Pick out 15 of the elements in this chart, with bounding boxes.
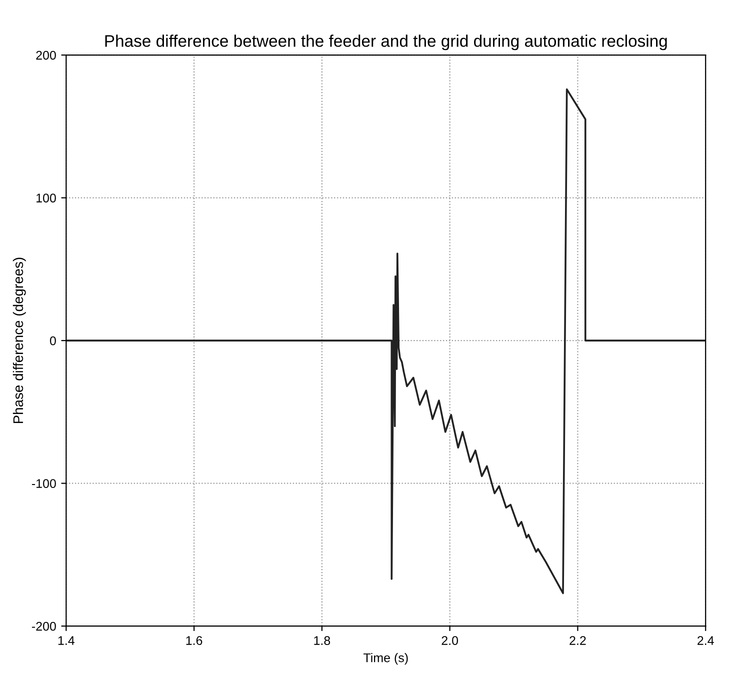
chart-title: Phase difference between the feeder and the grid during automatic reclosing (105, 34, 667, 50)
y-tick-label: 0 (50, 336, 56, 346)
x-tick-label: 1.4 (58, 636, 74, 645)
y-tick-label: 100 (36, 194, 56, 202)
y-axis-title: Phase difference (degrees) (12, 258, 26, 424)
x-tick-label: 2.2 (570, 636, 586, 645)
x-tick-label: 1.8 (314, 636, 330, 645)
y-tick-label: 200 (36, 50, 56, 60)
y-tick-label: -200 (32, 622, 56, 631)
y-tick-label: -100 (32, 479, 56, 488)
x-axis-title: Time (s) (363, 653, 408, 665)
line-series (66, 88, 706, 594)
x-tick-label: 2.0 (442, 636, 458, 645)
x-tick-label: 1.6 (186, 636, 202, 645)
x-tick-label: 2.4 (698, 636, 714, 645)
